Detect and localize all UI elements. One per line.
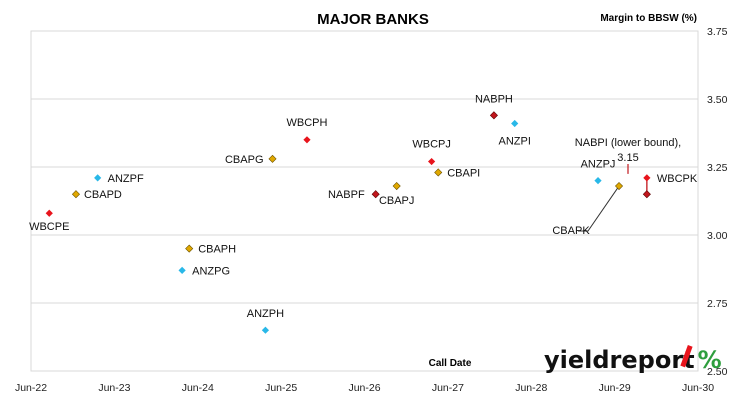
point-label-nabpf: NABPF bbox=[328, 189, 365, 201]
point-anzpf bbox=[94, 174, 102, 182]
point-label-cbapg: CBAPG bbox=[225, 154, 264, 166]
point-anzpi bbox=[511, 119, 519, 128]
point-label-wbcpk: WBCPK bbox=[657, 173, 698, 185]
point-label-cbapj: CBAPJ bbox=[379, 195, 414, 207]
logo-red-slash bbox=[680, 344, 693, 368]
annotation-value: 3.15 bbox=[617, 152, 638, 164]
point-cbapk bbox=[614, 182, 624, 191]
point-cbapi bbox=[434, 168, 443, 177]
point-wbcpe bbox=[45, 209, 53, 217]
x-tick-label: Jun-25 bbox=[265, 382, 297, 394]
point-label-cbapi: CBAPI bbox=[447, 167, 480, 179]
x-tick-label: Jun-28 bbox=[515, 382, 547, 394]
plot-border bbox=[30, 30, 699, 372]
x-axis-title: Call Date bbox=[429, 358, 472, 369]
yieldreport-logo: yieldreport% bbox=[544, 344, 722, 374]
point-label-anzph: ANZPH bbox=[247, 308, 284, 320]
point-label-cbapd: CBAPD bbox=[84, 189, 122, 201]
point-label-anzpg: ANZPG bbox=[192, 265, 230, 277]
gridlines bbox=[31, 98, 698, 304]
x-tick-label: Jun-30 bbox=[682, 382, 714, 394]
y-tick-label: 2.50 bbox=[707, 366, 728, 378]
logo-word: yieldreport bbox=[544, 346, 695, 374]
point-wbcph bbox=[303, 136, 311, 144]
y-tick-label: 3.25 bbox=[707, 162, 728, 174]
x-tick-label: Jun-22 bbox=[15, 382, 47, 394]
point-label-cbaph: CBAPH bbox=[198, 244, 236, 256]
point-label-wbcph: WBCPH bbox=[286, 117, 327, 129]
annotation-nabpi: NABPI (lower bound), 3.15 bbox=[575, 137, 681, 164]
cbapk-leader bbox=[578, 185, 620, 232]
y-tick-label: 3.75 bbox=[707, 26, 728, 38]
annotation-text: NABPI (lower bound), bbox=[575, 137, 681, 149]
svg-text:yieldreport%: yieldreport% bbox=[544, 346, 722, 374]
point-wbcpj bbox=[428, 157, 436, 166]
point-nabph bbox=[489, 111, 498, 120]
point-cbaph bbox=[185, 244, 194, 253]
point-cbapg bbox=[268, 154, 277, 163]
y-axis-title: Margin to BBSW (%) bbox=[600, 13, 697, 24]
point-label-anzpi: ANZPI bbox=[498, 135, 530, 147]
point-anzpj bbox=[594, 177, 602, 185]
point-labels: WBCPE CBAPD ANZPF ANZPG CBAPH CBAPG ANZPH WBCPH… bbox=[29, 93, 698, 320]
plot-area bbox=[30, 30, 699, 372]
point-label-cbapk: CBAPK bbox=[552, 225, 590, 237]
y-tick-label: 3.50 bbox=[707, 94, 728, 106]
point-wbcpk bbox=[643, 174, 651, 182]
point-label-wbcpe: WBCPE bbox=[29, 221, 69, 233]
logo-percent-symbol: % bbox=[698, 346, 722, 374]
point-anzph bbox=[261, 326, 270, 334]
point-label-anzpj: ANZPJ bbox=[581, 159, 616, 171]
point-cbapj bbox=[392, 182, 401, 191]
point-nabpf bbox=[371, 190, 380, 199]
point-label-wbcpj: WBCPJ bbox=[412, 139, 451, 151]
x-tick-label: Jun-23 bbox=[98, 382, 130, 394]
point-anzpg bbox=[178, 266, 186, 274]
y-tick-label: 2.75 bbox=[707, 298, 728, 310]
data-points bbox=[45, 111, 651, 334]
point-nabpi bbox=[642, 190, 651, 199]
x-axis-ticks: Jun-22 Jun-23 Jun-24 Jun-25 Jun-26 Jun-27 Jun-… bbox=[15, 382, 714, 394]
point-label-nabph: NABPH bbox=[475, 93, 513, 105]
x-tick-label: Jun-27 bbox=[432, 382, 464, 394]
point-label-anzpf: ANZPF bbox=[108, 173, 144, 185]
y-axis-ticks: 2.50 2.75 3.00 3.25 3.50 3.75 bbox=[707, 26, 728, 378]
chart-title: MAJOR BANKS bbox=[317, 11, 429, 28]
x-tick-label: Jun-26 bbox=[348, 382, 380, 394]
x-tick-label: Jun-24 bbox=[182, 382, 214, 394]
x-tick-label: Jun-29 bbox=[599, 382, 631, 394]
y-tick-label: 3.00 bbox=[707, 230, 728, 242]
point-cbapd bbox=[71, 190, 80, 199]
